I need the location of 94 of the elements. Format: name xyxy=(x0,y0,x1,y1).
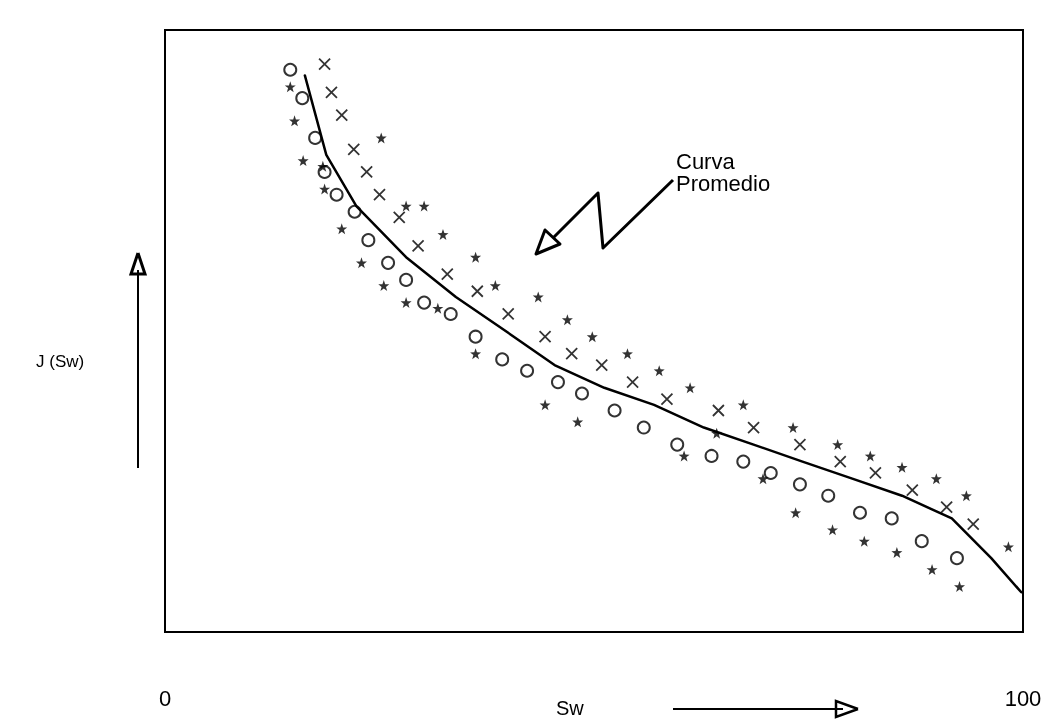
point xyxy=(295,91,310,106)
point xyxy=(329,187,344,202)
point xyxy=(793,438,807,451)
point xyxy=(360,165,374,179)
point xyxy=(375,132,387,144)
point xyxy=(792,477,807,492)
point xyxy=(470,251,482,263)
point xyxy=(317,160,329,172)
point xyxy=(926,564,938,576)
point xyxy=(864,450,876,462)
point xyxy=(468,329,483,344)
point xyxy=(636,420,651,435)
point xyxy=(289,115,301,127)
point xyxy=(827,524,839,536)
point xyxy=(520,363,535,378)
point xyxy=(335,108,349,122)
point xyxy=(565,347,579,361)
point xyxy=(954,581,966,593)
point xyxy=(325,86,338,99)
point xyxy=(336,223,348,235)
point xyxy=(470,348,482,360)
point xyxy=(440,267,454,281)
point xyxy=(737,399,749,411)
point xyxy=(489,280,501,292)
point xyxy=(940,500,954,514)
point xyxy=(318,57,331,71)
point xyxy=(607,403,622,418)
point xyxy=(572,416,584,428)
point xyxy=(896,461,908,473)
point xyxy=(417,295,432,310)
point xyxy=(399,272,414,287)
point xyxy=(378,280,390,292)
point xyxy=(501,307,515,321)
point xyxy=(1002,541,1014,553)
point xyxy=(626,375,640,389)
point xyxy=(660,392,674,406)
point xyxy=(381,255,396,270)
point xyxy=(914,534,929,549)
point xyxy=(930,473,942,485)
point xyxy=(621,348,633,360)
point xyxy=(532,291,544,303)
point xyxy=(392,211,406,224)
point xyxy=(869,466,882,480)
point xyxy=(443,306,458,321)
y-axis-title: J (Sw) xyxy=(36,352,85,371)
point xyxy=(833,455,847,469)
point xyxy=(347,142,361,156)
point xyxy=(712,404,725,417)
annotation: Curva Promedio xyxy=(676,148,771,196)
point xyxy=(539,399,551,411)
point xyxy=(361,233,376,248)
point xyxy=(858,535,870,547)
point xyxy=(373,188,386,202)
point xyxy=(736,454,751,469)
point xyxy=(884,511,899,526)
point xyxy=(561,314,573,326)
point xyxy=(586,331,598,343)
point xyxy=(905,483,919,497)
x-tick-label: 100 xyxy=(1004,685,1042,711)
x-axis-title: Sw xyxy=(556,697,585,719)
point xyxy=(495,352,510,367)
point xyxy=(411,239,425,253)
point xyxy=(418,200,430,212)
point xyxy=(763,465,778,480)
point xyxy=(355,257,367,269)
point xyxy=(595,358,609,372)
point xyxy=(832,439,844,451)
point xyxy=(653,365,665,377)
point xyxy=(284,81,296,93)
point xyxy=(787,422,799,434)
point xyxy=(949,551,964,566)
point xyxy=(891,546,903,558)
point xyxy=(319,183,331,195)
point xyxy=(821,488,836,503)
point xyxy=(966,517,980,531)
point xyxy=(437,228,449,240)
point xyxy=(550,375,565,390)
point xyxy=(538,330,552,344)
point xyxy=(283,62,298,77)
point xyxy=(757,473,769,485)
point xyxy=(704,448,719,463)
point xyxy=(470,284,484,298)
point xyxy=(684,382,696,394)
point xyxy=(432,302,444,314)
point xyxy=(960,490,972,502)
point xyxy=(297,155,309,167)
point xyxy=(308,130,323,145)
point xyxy=(790,507,802,519)
x-tick-label: 0 xyxy=(158,685,172,711)
point xyxy=(400,297,412,309)
point xyxy=(575,386,589,401)
point xyxy=(747,421,760,434)
point xyxy=(852,505,867,520)
point xyxy=(670,437,685,452)
